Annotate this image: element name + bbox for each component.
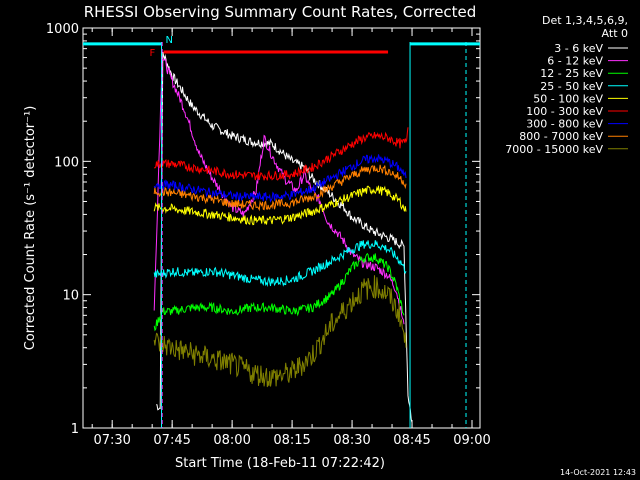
y-tick-label: 1000 [46,22,79,37]
legend-title-line: Att 0 [602,27,628,40]
x-tick-label: 09:00 [453,433,490,448]
legend-label: 12 - 25 keV [540,67,603,80]
legend-label: 300 - 800 keV [526,118,603,131]
legend-label: 3 - 6 keV [554,42,603,55]
plot-frame [82,27,481,429]
x-tick-label: 08:00 [213,433,250,448]
legend-title-line: Det 1,3,4,5,6,9, [542,14,628,27]
x-tick-label: 08:15 [273,433,310,448]
y-tick-label: 10 [62,289,79,304]
legend-label: 100 - 300 keV [526,105,603,118]
y-axis-label: Corrected Count Rate (s⁻¹ detector⁻¹) [23,106,38,351]
series-line-6 [153,127,409,181]
y-tick-label: 1 [71,422,79,437]
plot-border [82,27,481,429]
marker-layer: FN [83,35,480,428]
x-tick-label: 07:30 [93,433,130,448]
timestamp: 14-Oct-2021 12:43 [560,468,636,477]
series-line-9 [153,275,407,388]
legend-label: 50 - 100 keV [533,92,603,105]
series-line-4 [153,240,407,288]
chart-title: RHESSI Observing Summary Count Rates, Co… [84,3,477,21]
legend-label: 6 - 12 keV [547,55,603,68]
legend-label: 7000 - 15000 keV [505,143,603,156]
x-tick-label: 07:45 [153,433,190,448]
night-marker-label: N [165,35,172,46]
x-tick-label: 08:30 [333,433,370,448]
flare-marker-label: F [149,48,155,59]
y-tick-label: 100 [54,155,79,170]
legend-label: 25 - 50 keV [540,80,603,93]
legend-label: 800 - 7000 keV [519,130,603,143]
series-line-8 [153,164,407,212]
series-line-2 [153,58,405,325]
series-line-1 [156,51,413,423]
x-tick-label: 08:45 [393,433,430,448]
series-line-3 [153,252,405,332]
series-line-7 [153,154,407,203]
series-line-5 [153,185,407,226]
series-layer [153,51,413,423]
x-axis-label: Start Time (18-Feb-11 07:22:42) [175,456,385,471]
axis-layer: 07:30 07:45 08:00 08:15 08:30 08:45 09:00 1 10 10… [46,22,491,448]
